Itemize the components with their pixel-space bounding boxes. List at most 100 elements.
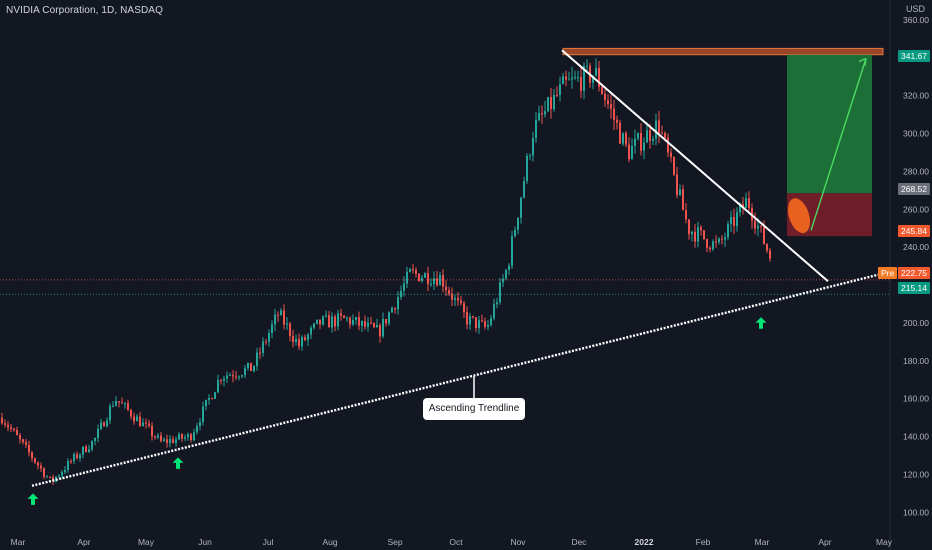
- candle-body: [172, 439, 174, 443]
- candle-body: [88, 449, 90, 452]
- x-tick-label: Feb: [696, 537, 711, 547]
- candle-body: [349, 317, 351, 325]
- candle-body: [97, 428, 99, 439]
- candle-body: [148, 423, 150, 426]
- candle-body: [580, 77, 582, 91]
- currency-label: USD: [906, 4, 926, 14]
- y-tick-label: 200.00: [903, 318, 929, 328]
- candle-body: [541, 113, 543, 115]
- candle-body: [463, 303, 465, 313]
- candle-body: [553, 94, 555, 110]
- candle-body: [445, 286, 447, 291]
- candle-body: [73, 454, 75, 462]
- candle-body: [307, 334, 309, 341]
- candle-body: [34, 458, 36, 463]
- candle-body: [232, 375, 234, 377]
- candle-body: [517, 217, 519, 230]
- candle-body: [16, 430, 18, 436]
- candle-body: [736, 212, 738, 227]
- candle-body: [343, 315, 345, 318]
- x-tick-label: May: [876, 537, 893, 547]
- candle-body: [46, 476, 48, 478]
- trendline-callout[interactable]: Ascending Trendline: [423, 398, 525, 420]
- candle-body: [760, 225, 762, 227]
- candle-body: [448, 290, 450, 294]
- candle-body: [502, 278, 504, 283]
- candle-body: [721, 238, 723, 240]
- candle-body: [169, 439, 171, 443]
- candle-body: [133, 416, 135, 422]
- x-tick-label: Nov: [510, 537, 526, 547]
- candle-body: [679, 189, 681, 195]
- candle-body: [709, 247, 711, 250]
- candle-body: [478, 320, 480, 329]
- x-tick-label: Mar: [11, 537, 26, 547]
- pre-market-tag: Pre: [878, 267, 898, 279]
- y-tick-label: 300.00: [903, 129, 929, 139]
- candle-body: [619, 122, 621, 144]
- candle-body: [319, 319, 321, 325]
- candle-body: [529, 155, 531, 157]
- candle-body: [385, 318, 387, 324]
- stop-price-tag: 245.84: [898, 225, 930, 237]
- target-zone[interactable]: [787, 54, 872, 194]
- candle-body: [1, 417, 3, 424]
- candle-body: [610, 104, 612, 109]
- candle-body: [79, 454, 81, 459]
- candle-body: [76, 454, 78, 459]
- candle-body: [562, 76, 564, 85]
- candle-body: [469, 316, 471, 325]
- candle-body: [466, 312, 468, 325]
- candle-body: [301, 337, 303, 347]
- candle-body: [511, 236, 513, 266]
- y-tick-label: 100.00: [903, 507, 929, 517]
- candle-body: [661, 132, 663, 134]
- candle-body: [184, 437, 186, 439]
- candle-body: [694, 231, 696, 242]
- descending-trendline[interactable]: [561, 49, 829, 283]
- candle-body: [322, 316, 324, 325]
- candle-body: [91, 441, 93, 450]
- y-tick-label: 240.00: [903, 242, 929, 252]
- y-tick-label: 160.00: [903, 394, 929, 404]
- candle-body: [85, 446, 87, 452]
- candle-body: [685, 210, 687, 220]
- candle-body: [700, 227, 702, 231]
- candle-body: [631, 145, 633, 160]
- candle-body: [202, 406, 204, 422]
- candle-body: [604, 93, 606, 100]
- candle-body: [379, 325, 381, 337]
- ascending-trendline[interactable]: [31, 266, 906, 487]
- candle-body: [283, 310, 285, 325]
- target-arrow-line: [810, 58, 867, 231]
- candle-body: [439, 275, 441, 286]
- candle-body: [646, 130, 648, 143]
- candle-body: [58, 475, 60, 477]
- candle-body: [538, 113, 540, 121]
- candle-body: [175, 439, 177, 443]
- candle-body: [409, 269, 411, 273]
- candle-body: [616, 119, 618, 123]
- candle-body: [262, 341, 264, 353]
- candle-body: [136, 416, 138, 422]
- candle-body: [424, 273, 426, 278]
- candle-body: [166, 439, 168, 443]
- candle-body: [595, 67, 597, 76]
- candle-body: [412, 269, 414, 271]
- candle-body: [256, 352, 258, 366]
- candle-body: [292, 335, 294, 343]
- x-tick-label: Apr: [77, 537, 90, 547]
- candle-body: [607, 99, 609, 105]
- candle-body: [706, 239, 708, 248]
- candle-body: [568, 79, 570, 81]
- candle-body: [31, 452, 33, 459]
- resistance-zone[interactable]: [562, 47, 884, 56]
- candle-body: [433, 278, 435, 284]
- candle-body: [109, 405, 111, 421]
- candle-body: [535, 120, 537, 138]
- candle-body: [238, 376, 240, 378]
- x-tick-label: Jun: [198, 537, 212, 547]
- candle-body: [676, 174, 678, 195]
- entry-marker: [787, 198, 811, 234]
